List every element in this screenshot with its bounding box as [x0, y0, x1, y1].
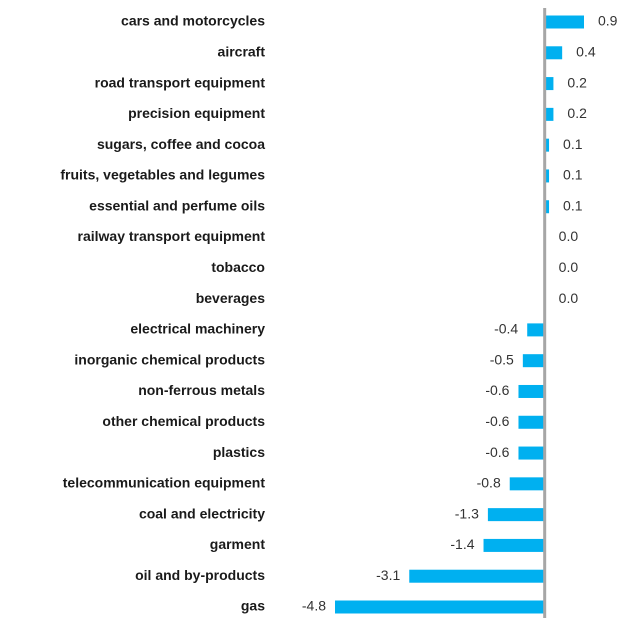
category-label: essential and perfume oils [89, 197, 265, 213]
bar [544, 107, 554, 121]
value-label: -0.6 [485, 382, 509, 398]
category-label: garment [210, 536, 266, 552]
bar [409, 569, 545, 583]
category-label: gas [241, 598, 265, 614]
category-label: cars and motorcycles [121, 13, 265, 29]
bar [518, 384, 545, 398]
category-label: non-ferrous metals [138, 382, 265, 398]
value-label: -1.3 [455, 505, 479, 521]
bar [509, 477, 545, 491]
value-label: 0.1 [563, 167, 583, 183]
category-label: precision equipment [128, 105, 265, 121]
value-label: 0.2 [567, 74, 587, 90]
value-label: -0.5 [490, 351, 514, 367]
category-label: inorganic chemical products [74, 351, 265, 367]
bar [527, 323, 545, 337]
bar [544, 138, 550, 152]
category-label: tobacco [211, 259, 265, 275]
value-label: -3.1 [376, 567, 400, 583]
value-label: -1.4 [450, 536, 474, 552]
bar [544, 46, 563, 60]
value-label: 0.0 [559, 290, 579, 306]
category-label: coal and electricity [139, 505, 265, 521]
bar [544, 169, 550, 183]
category-label: fruits, vegetables and legumes [60, 167, 265, 183]
bar [483, 538, 545, 552]
value-label: 0.2 [567, 105, 587, 121]
value-label: 0.1 [563, 136, 583, 152]
value-label: 0.4 [576, 43, 596, 59]
category-label: sugars, coffee and cocoa [97, 136, 265, 152]
category-label: road transport equipment [95, 74, 266, 90]
category-label: electrical machinery [130, 321, 265, 337]
category-label: beverages [196, 290, 265, 306]
bar [544, 77, 554, 91]
value-label: 0.9 [598, 13, 618, 29]
category-label: other chemical products [102, 413, 265, 429]
value-label: 0.0 [559, 259, 579, 275]
category-label: plastics [213, 444, 265, 460]
category-label: aircraft [218, 43, 266, 59]
bar [335, 600, 545, 614]
bar [544, 200, 550, 214]
value-label: 0.1 [563, 197, 583, 213]
value-label: -0.6 [485, 413, 509, 429]
category-label: oil and by-products [135, 567, 265, 583]
bar [522, 354, 545, 368]
value-label: 0.0 [559, 228, 579, 244]
value-label: -0.6 [485, 444, 509, 460]
category-label: telecommunication equipment [63, 475, 266, 491]
bar [518, 446, 545, 460]
bar [544, 15, 584, 29]
value-label: -4.8 [302, 598, 326, 614]
bar [487, 508, 545, 522]
value-label: -0.8 [477, 475, 501, 491]
category-label: railway transport equipment [78, 228, 266, 244]
bar [518, 415, 545, 429]
value-label: -0.4 [494, 321, 518, 337]
